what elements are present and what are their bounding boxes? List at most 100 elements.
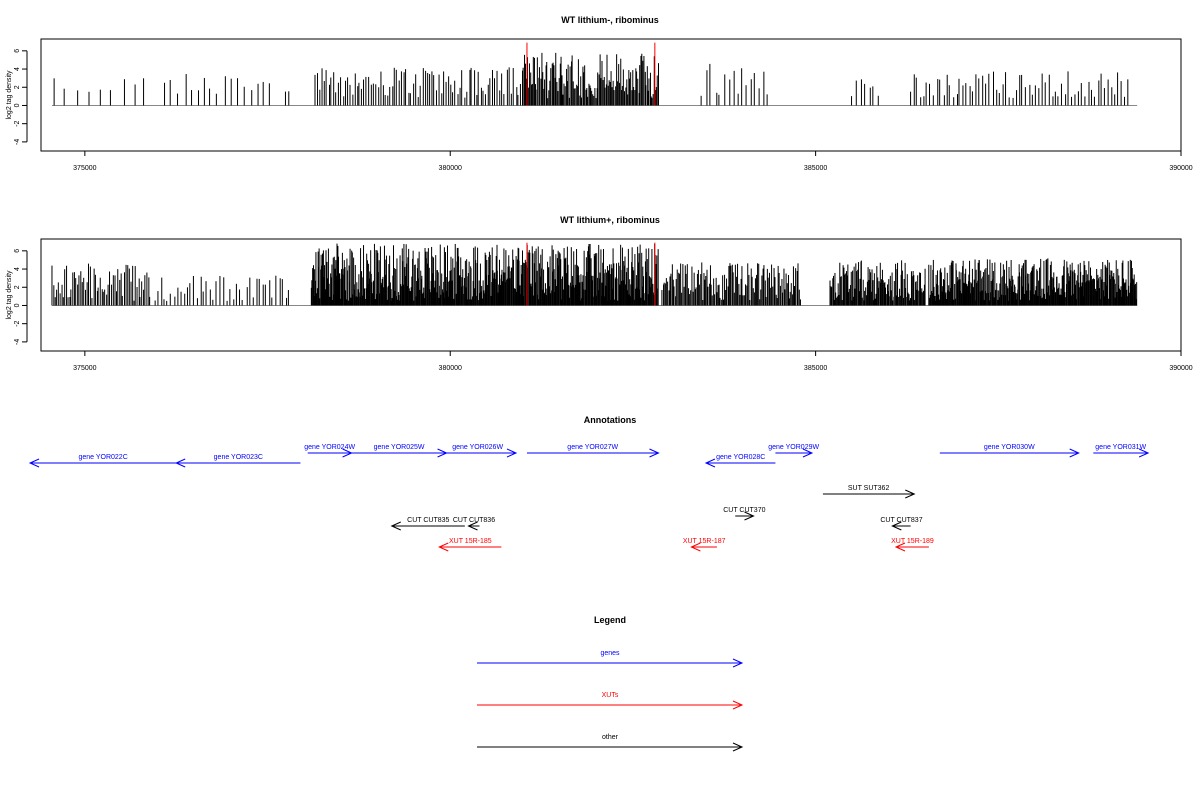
annotation-feature: CUT CUT836 <box>453 517 495 531</box>
arrow-head <box>506 448 518 458</box>
feature-label: gene YOR026W <box>452 444 503 451</box>
arrow-head <box>390 521 401 531</box>
y-tick-label: -4 <box>14 139 21 145</box>
y-tick-label: 0 <box>14 303 21 307</box>
axes: 375000 380000 385000 390000 -4 -2 0 2 4 6 <box>14 49 1193 172</box>
arrow-head <box>802 448 814 458</box>
x-tick-label: 375000 <box>73 165 96 172</box>
feature-label: gene YOR023C <box>214 454 263 461</box>
arrow-head <box>28 458 40 468</box>
legend-item: other <box>477 734 744 752</box>
annotation-feature: gene YOR024W <box>304 444 355 458</box>
arrow-head <box>1138 448 1150 458</box>
annotation-features: gene YOR022C gene YOR023C gene YOR024W gene… <box>28 444 1150 552</box>
panel-title: WT lithium-, ribominus <box>561 15 659 25</box>
y-tick-label: -4 <box>14 339 21 345</box>
feature-label: XUT 15R-185 <box>449 538 492 545</box>
feature-label: CUT CUT837 <box>880 517 922 524</box>
feature-label: gene YOR029W <box>768 444 819 451</box>
feature-label: gene YOR024W <box>304 444 355 451</box>
legend-item: XUTs <box>477 692 744 710</box>
legend-arrow-head <box>732 700 744 710</box>
annotation-feature: SUT SUT362 <box>822 485 916 499</box>
x-tick-label: 390000 <box>1169 165 1192 172</box>
annotation-feature: CUT CUT835 <box>390 517 465 531</box>
y-axis-label: log2 tag density <box>6 270 13 320</box>
annotation-feature: CUT CUT837 <box>880 517 923 531</box>
legend: Legend genes XUTs other <box>477 615 744 752</box>
y-tick-label: 4 <box>14 67 21 71</box>
annotation-feature: gene YOR022C <box>28 454 177 468</box>
arrow-head <box>704 458 716 468</box>
y-tick-label: -2 <box>14 320 21 326</box>
legend-items: genes XUTs other <box>477 650 744 752</box>
track-panel-lithium-plus: WT lithium+, ribominus log2 tag density … <box>6 215 1193 372</box>
annotation-feature: XUT 15R-187 <box>683 538 726 552</box>
arrow-head <box>1069 448 1080 458</box>
arrow-head <box>174 458 186 468</box>
feature-label: CUT CUT835 <box>407 517 449 524</box>
feature-label: CUT CUT836 <box>453 517 495 524</box>
legend-label: XUTs <box>602 692 619 699</box>
legend-arrow-head <box>732 742 744 752</box>
annotation-feature: gene YOR027W <box>526 444 660 458</box>
feature-label: gene YOR025W <box>374 444 425 451</box>
feature-label: gene YOR030W <box>984 444 1035 451</box>
x-tick-label: 380000 <box>439 365 462 372</box>
annotation-feature: gene YOR029W <box>768 444 820 458</box>
y-tick-label: 0 <box>14 103 21 107</box>
annotation-feature: gene YOR030W <box>939 444 1080 458</box>
y-tick-label: 6 <box>14 49 21 53</box>
arrow-head <box>690 542 701 552</box>
axes: 375000 380000 385000 390000 -4 -2 0 2 4 6 <box>14 249 1193 372</box>
y-axis-label: log2 tag density <box>6 70 13 120</box>
x-tick-label: 380000 <box>439 165 462 172</box>
panel-title: WT lithium+, ribominus <box>560 215 660 225</box>
annotation-feature: gene YOR028C <box>704 454 776 468</box>
legend-item: genes <box>477 650 744 668</box>
feature-label: XUT 15R-187 <box>683 538 726 545</box>
annotation-feature: gene YOR031W <box>1093 444 1150 458</box>
track-panel-lithium-minus: WT lithium-, ribominus log2 tag density … <box>6 15 1193 172</box>
feature-label: XUT 15R-189 <box>891 538 934 545</box>
arrow-head <box>905 489 916 499</box>
legend-label: other <box>602 734 619 741</box>
legend-label: genes <box>600 650 620 657</box>
annotation-feature: gene YOR026W <box>439 444 518 458</box>
annotation-feature: gene YOR023C <box>174 454 301 468</box>
arrow-head <box>891 521 902 531</box>
legend-title: Legend <box>594 615 626 625</box>
x-tick-label: 390000 <box>1169 365 1192 372</box>
x-tick-label: 385000 <box>804 365 827 372</box>
x-tick-label: 375000 <box>73 365 96 372</box>
y-tick-label: 2 <box>14 285 21 289</box>
y-tick-label: 4 <box>14 267 21 271</box>
plot-frame <box>40 38 1182 152</box>
y-tick-label: 6 <box>14 249 21 253</box>
annotation-feature: XUT 15R-189 <box>891 538 934 552</box>
arrow-head <box>467 521 478 531</box>
track-marks <box>51 242 1138 306</box>
feature-label: gene YOR027W <box>567 444 618 451</box>
legend-arrow-head <box>732 658 744 668</box>
y-tick-label: -2 <box>14 120 21 126</box>
annotation-feature: XUT 15R-185 <box>438 538 502 552</box>
annotation-feature: CUT CUT370 <box>723 507 766 521</box>
feature-label: gene YOR022C <box>78 454 127 461</box>
feature-label: gene YOR031W <box>1095 444 1146 451</box>
feature-label: CUT CUT370 <box>723 507 765 514</box>
annotation-feature: gene YOR025W <box>351 444 448 458</box>
x-tick-label: 385000 <box>804 165 827 172</box>
track-marks <box>51 42 1138 106</box>
annotations-panel: Annotations gene YOR022C gene YOR023Cgene… <box>28 415 1150 552</box>
feature-label: gene YOR028C <box>716 454 765 461</box>
arrow-head <box>649 448 660 458</box>
feature-label: SUT SUT362 <box>848 485 890 492</box>
plot-frame <box>40 238 1182 352</box>
arrow-head <box>744 511 755 521</box>
arrow-head <box>438 542 449 552</box>
arrow-head <box>894 542 906 552</box>
y-tick-label: 2 <box>14 85 21 89</box>
